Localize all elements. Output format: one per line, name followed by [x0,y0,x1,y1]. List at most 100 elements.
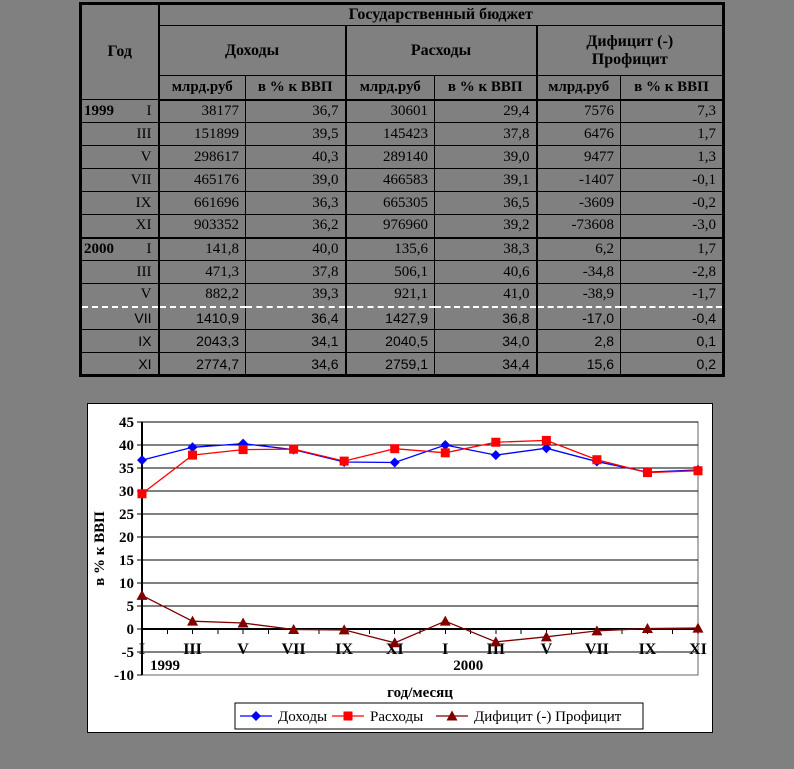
value-cell[interactable]: 2043,3 [158,329,246,353]
value-cell[interactable]: 466583 [344,168,435,192]
value-cell[interactable]: -73608 [535,214,621,238]
value-cell[interactable]: 39,3 [245,283,346,307]
group-header-deficit[interactable]: Дифицит (-) Профицит [535,25,724,76]
year-month-cell[interactable]: VII [80,305,160,330]
value-cell[interactable]: 1410,9 [158,305,246,330]
subheader-incomes-pct[interactable]: в % к ВВП [245,75,346,101]
subheader-deficit-pct[interactable]: в % к ВВП [620,75,724,101]
value-cell[interactable]: 37,8 [245,260,346,284]
value-cell[interactable]: -3609 [535,191,621,215]
value-cell[interactable]: 7,3 [620,99,724,123]
value-cell[interactable]: -2,8 [620,260,724,284]
value-cell[interactable]: 6476 [535,122,621,146]
value-cell[interactable]: 661696 [158,191,246,215]
year-month-cell[interactable]: III [80,260,160,284]
value-cell[interactable]: 36,3 [245,191,346,215]
value-cell[interactable]: 36,5 [434,191,537,215]
value-cell[interactable]: 471,3 [158,260,246,284]
value-cell[interactable]: 15,6 [535,352,621,376]
year-month-cell[interactable]: IX [80,191,160,215]
value-cell[interactable]: -17,0 [535,305,621,330]
value-cell[interactable]: 39,2 [434,214,537,238]
subheader-deficit-rub[interactable]: млрд.руб [535,75,621,101]
value-cell[interactable]: 41,0 [434,283,537,307]
budget-chart[interactable]: 45 40 35 30 25 20 15 10 5 0 -5 -10 I III V VII IX XI I III V… [87,403,713,733]
value-cell[interactable]: 0,2 [620,352,724,376]
value-cell[interactable]: 921,1 [344,283,435,307]
value-cell[interactable]: 9477 [535,145,621,169]
value-cell[interactable]: -0,4 [620,305,724,330]
year-month-cell[interactable]: III [80,122,160,146]
value-cell[interactable]: 2,8 [535,329,621,353]
value-cell[interactable]: -0,2 [620,191,724,215]
value-cell[interactable]: 1427,9 [344,305,435,330]
table-title[interactable]: Государственный бюджет [158,3,724,26]
year-month-cell[interactable]: V [80,283,160,307]
year-month-cell[interactable]: XI [80,214,160,238]
value-cell[interactable]: 38177 [158,99,246,123]
year-month-cell[interactable]: 1999 I [80,99,160,123]
value-cell[interactable]: 903352 [158,214,246,238]
chart-legend[interactable]: Доходы Расходы Дифицит (-) Профицит [234,702,644,730]
group-header-expenses[interactable]: Расходы [344,25,537,76]
value-cell[interactable]: 665305 [344,191,435,215]
value-cell[interactable]: 289140 [344,145,435,169]
value-cell[interactable]: -1,7 [620,283,724,307]
value-cell[interactable]: 1,7 [620,236,724,261]
value-cell[interactable]: 1,7 [620,122,724,146]
value-cell[interactable]: 36,7 [245,99,346,123]
year-month-cell[interactable]: XI [80,352,160,376]
value-cell[interactable]: 34,6 [245,352,346,376]
year-month-cell[interactable]: VII [80,168,160,192]
value-cell[interactable]: -1407 [535,168,621,192]
value-cell[interactable]: 36,8 [434,305,537,330]
value-cell[interactable]: 40,0 [245,236,346,261]
value-cell[interactable]: 37,8 [434,122,537,146]
year-month-cell[interactable]: 2000 I [80,236,160,261]
value-cell[interactable]: 40,3 [245,145,346,169]
value-cell[interactable]: 34,4 [434,352,537,376]
value-cell[interactable]: 1,3 [620,145,724,169]
value-cell[interactable]: 29,4 [434,99,537,123]
value-cell[interactable]: 141,8 [158,236,246,261]
value-cell[interactable]: 7576 [535,99,621,123]
legend-item-2[interactable]: Дифицит (-) Профицит [436,709,622,725]
value-cell[interactable]: 465176 [158,168,246,192]
value-cell[interactable]: 2040,5 [344,329,435,353]
value-cell[interactable]: 39,0 [434,145,537,169]
value-cell[interactable]: 30601 [344,99,435,123]
value-cell[interactable]: 39,5 [245,122,346,146]
value-cell[interactable]: 38,3 [434,236,537,261]
subheader-expenses-rub[interactable]: млрд.руб [344,75,435,101]
year-month-cell[interactable]: IX [80,329,160,353]
value-cell[interactable]: 2759,1 [344,352,435,376]
value-cell[interactable]: 40,6 [434,260,537,284]
subheader-incomes-rub[interactable]: млрд.руб [158,75,246,101]
value-cell[interactable]: 6,2 [535,236,621,261]
legend-item-0[interactable]: Доходы [240,709,327,725]
value-cell[interactable]: -34,8 [535,260,621,284]
value-cell[interactable]: 39,1 [434,168,537,192]
value-cell[interactable]: 882,2 [158,283,246,307]
value-cell[interactable]: -0,1 [620,168,724,192]
value-cell[interactable]: 298617 [158,145,246,169]
value-cell[interactable]: 36,2 [245,214,346,238]
value-cell[interactable]: 976960 [344,214,435,238]
group-header-incomes[interactable]: Доходы [158,25,346,76]
value-cell[interactable]: 506,1 [344,260,435,284]
value-cell[interactable]: -38,9 [535,283,621,307]
value-cell[interactable]: 151899 [158,122,246,146]
value-cell[interactable]: 34,1 [245,329,346,353]
value-cell[interactable]: 39,0 [245,168,346,192]
year-column-header[interactable]: Год [80,3,160,100]
year-month-cell[interactable]: V [80,145,160,169]
subheader-expenses-pct[interactable]: в % к ВВП [434,75,537,101]
value-cell[interactable]: -3,0 [620,214,724,238]
value-cell[interactable]: 0,1 [620,329,724,353]
legend-item-1[interactable]: Расходы [332,709,423,725]
value-cell[interactable]: 145423 [344,122,435,146]
value-cell[interactable]: 135,6 [344,236,435,261]
value-cell[interactable]: 34,0 [434,329,537,353]
value-cell[interactable]: 2774,7 [158,352,246,376]
value-cell[interactable]: 36,4 [245,305,346,330]
